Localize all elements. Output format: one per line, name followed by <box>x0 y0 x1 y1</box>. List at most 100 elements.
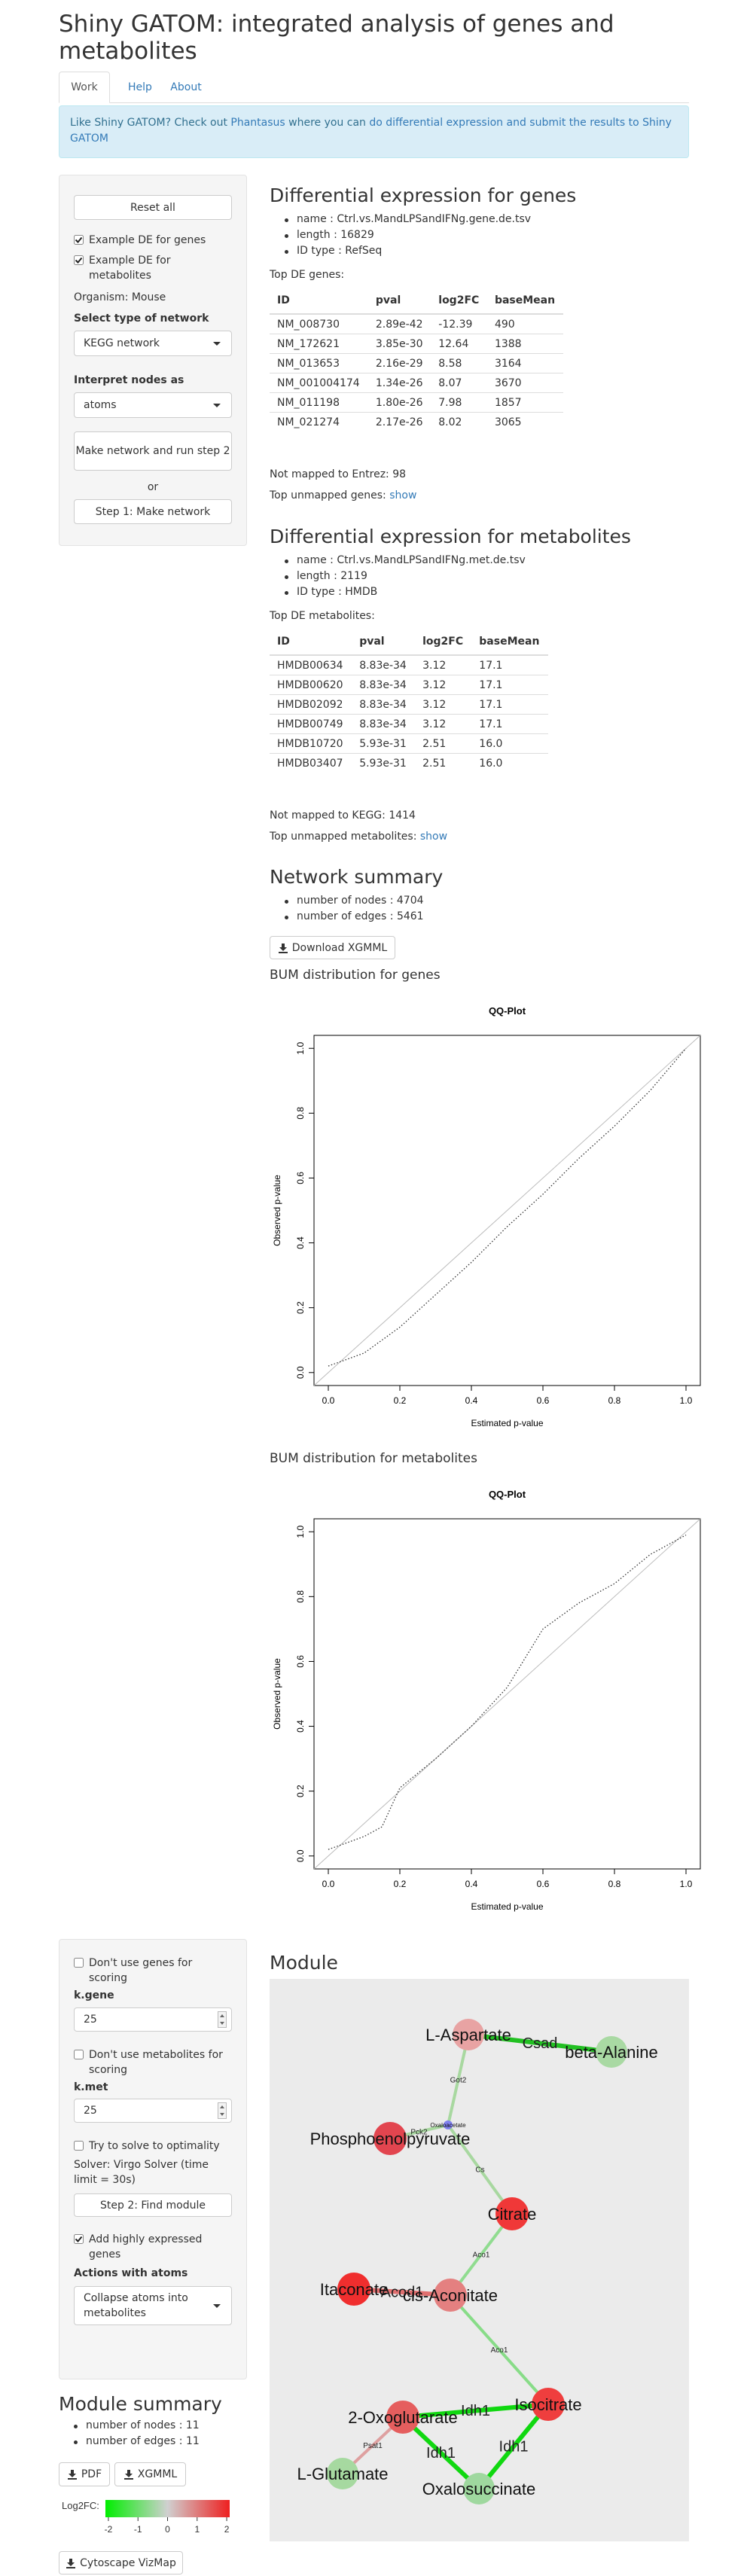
table-row: NM_013653 2.16e-29 8.58 3164 <box>270 353 563 373</box>
checkbox[interactable]: Add highly expressed genes <box>74 2232 232 2262</box>
table-cell: 8.83e-34 <box>352 675 416 695</box>
list-item: number of edges : 11 <box>69 2435 446 2447</box>
x-tick-label: 0.2 <box>394 1395 407 1406</box>
numeric-input[interactable]: 25 <box>74 2007 232 2032</box>
bullet <box>285 250 288 254</box>
icon-shape <box>66 2558 76 2568</box>
tab[interactable]: Work <box>59 72 110 103</box>
section-heading: Network summary <box>270 866 444 888</box>
step1-button[interactable]: Step 1: Make network <box>74 499 232 524</box>
column-header: log2FC <box>415 629 472 656</box>
sidebar: Don't use genes for scoring k.gene 25 Don't… <box>59 1939 247 2379</box>
table-cell: 2.17e-26 <box>367 412 431 431</box>
show-link[interactable]: show <box>389 489 417 501</box>
y-tick-label: 1.0 <box>295 1042 306 1055</box>
table-cell: 2.51 <box>415 753 472 773</box>
tab[interactable]: Help <box>128 81 152 93</box>
show-link[interactable]: show <box>419 831 448 843</box>
x-axis-label: Estimated p-value <box>471 1418 543 1428</box>
table-cell: 3670 <box>486 373 563 393</box>
table-cell: 7.98 <box>431 392 487 413</box>
table-cell: 8.07 <box>431 373 487 393</box>
x-tick-label: 1.0 <box>680 1395 693 1406</box>
bullet <box>74 2425 78 2428</box>
list-item-text: length : 2119 <box>297 570 367 582</box>
tabs-rule <box>59 102 689 103</box>
reference-line <box>313 1518 701 1870</box>
checkbox-frame <box>74 235 84 245</box>
section-heading: Differential expression for metabolites <box>270 526 631 547</box>
checkbox-label: Example DE for metabolites <box>89 255 171 282</box>
x-tick-label: 0.4 <box>465 1395 478 1406</box>
checkbox-frame <box>74 1958 84 1968</box>
list-item: ID type : HMDB <box>280 586 657 598</box>
checkbox[interactable]: Don't use genes for scoring <box>74 1956 232 1986</box>
select-input[interactable]: atoms <box>74 392 232 418</box>
table-header: ID pval log2FC baseMean <box>270 629 548 656</box>
input-label: k.met <box>74 2081 108 2093</box>
input-label: Select type of network <box>74 312 209 325</box>
table-cell: 5.93e-31 <box>352 753 416 773</box>
tab[interactable]: About <box>170 81 202 93</box>
checkbox[interactable]: Example DE for metabolites <box>74 253 232 283</box>
pdf-button[interactable]: PDF <box>59 2462 110 2486</box>
node-label: cis-Aconitate <box>403 2286 498 2305</box>
numeric-input[interactable]: 25 <box>74 2099 232 2123</box>
x-tick-label: 0.8 <box>608 1395 621 1406</box>
qq-line <box>328 1047 687 1367</box>
table-cell: 3.85e-30 <box>367 334 431 354</box>
graph-node <box>495 2197 529 2230</box>
table-row: HMDB00620 8.83e-34 3.12 17.1 <box>270 675 548 695</box>
column-header: ID <box>270 288 368 315</box>
vizmap-button[interactable]: Cytoscape VizMap <box>59 2551 183 2574</box>
xgmml-button[interactable]: XGMML <box>114 2462 186 2486</box>
table-cell: HMDB00749 <box>270 714 352 734</box>
not-mapped: Not mapped to KEGG: 1414 <box>270 809 416 822</box>
table-row: NM_021274 2.17e-26 8.02 3065 <box>270 412 563 431</box>
y-tick-label: 0.4 <box>295 1720 306 1733</box>
select-input[interactable]: Collapse atoms into metabolites <box>74 2286 232 2325</box>
graph-node <box>463 2473 495 2504</box>
qq-line <box>328 1534 687 1850</box>
table-cell: 1.80e-26 <box>367 392 431 413</box>
download-xgmml[interactable]: Download XGMML <box>270 936 395 959</box>
x-axis-label: Estimated p-value <box>471 1901 543 1912</box>
list-item-text: number of edges : 11 <box>86 2435 200 2447</box>
checkbox[interactable]: Try to solve to optimality <box>74 2139 232 2154</box>
step2-button[interactable]: Step 2: Find module <box>74 2193 232 2217</box>
table-cell: 17.1 <box>471 694 548 715</box>
legend-tick-label: 2 <box>224 2524 230 2535</box>
list-item-text: length : 16829 <box>297 229 374 241</box>
reset-button[interactable]: Reset all <box>74 195 232 220</box>
list-item: name : Ctrl.vs.MandLPSandIFNg.met.de.tsv <box>280 554 657 566</box>
table-row: NM_008730 2.89e-42 -12.39 490 <box>270 313 563 334</box>
bullet <box>285 218 288 222</box>
de-link[interactable]: do differential expression and submit th… <box>70 117 672 145</box>
y-tick-label: 1.0 <box>295 1526 306 1538</box>
graph-node <box>453 2019 484 2050</box>
phantasus-link[interactable]: Phantasus <box>230 117 285 129</box>
select-input[interactable]: KEGG network <box>74 331 232 356</box>
table-cell: 8.83e-34 <box>352 714 416 734</box>
y-tick-label: 0.0 <box>295 1849 306 1862</box>
legend-tick-label: 0 <box>165 2524 170 2535</box>
table-cell: -12.39 <box>431 313 487 334</box>
checkbox[interactable]: Example DE for genes <box>74 233 232 248</box>
node-label: L-Glutamate <box>297 2465 388 2483</box>
edge-label: Idh1 <box>461 2403 490 2419</box>
checkbox-box <box>74 2050 84 2059</box>
table-cell: 8.02 <box>431 412 487 431</box>
graph-node <box>596 2036 627 2068</box>
table-caption: Top DE metabolites: <box>270 610 375 622</box>
alert-text: where you can <box>285 117 370 129</box>
graph-edge <box>401 2415 481 2491</box>
checkbox[interactable]: Don't use metabolites for scoring <box>74 2047 232 2078</box>
graph-node <box>386 2401 419 2434</box>
graph-background <box>270 1979 689 2541</box>
table-cell: 3065 <box>486 412 563 431</box>
vizmap-button-label: Cytoscape VizMap <box>80 2556 176 2569</box>
spinner-arrows <box>220 2105 224 2116</box>
table-cell: 2.51 <box>415 733 472 754</box>
run-button[interactable]: Make network and run step 2 <box>74 431 232 471</box>
table-cell: 1388 <box>486 334 563 354</box>
